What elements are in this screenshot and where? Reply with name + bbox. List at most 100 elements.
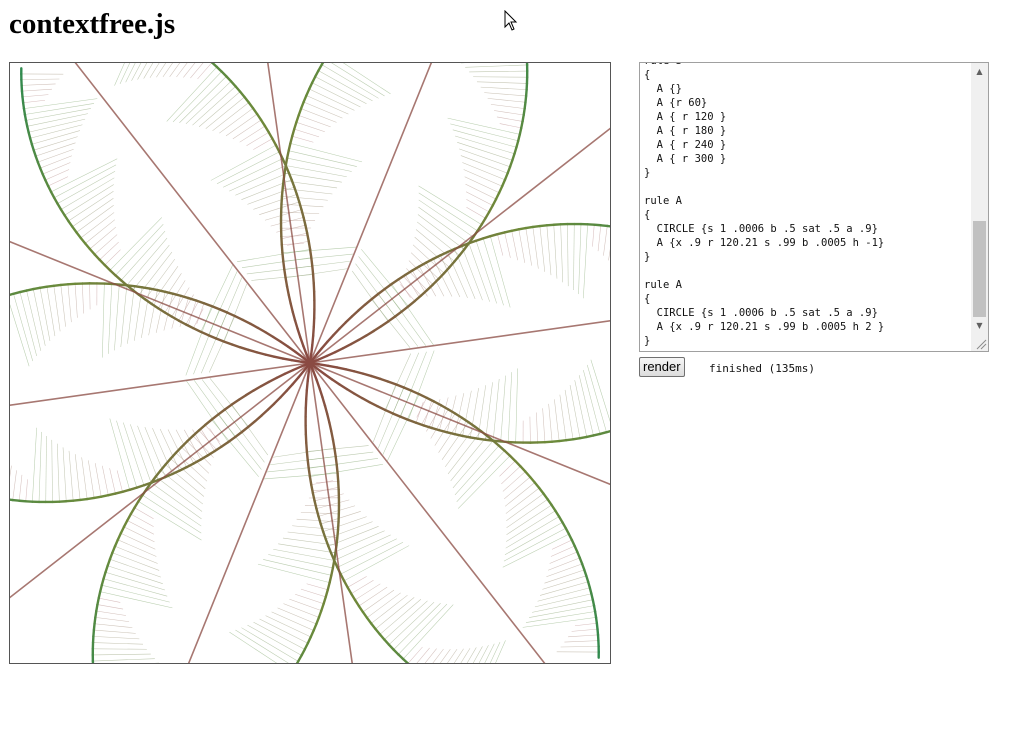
hatch-line — [192, 86, 236, 126]
arc-segment — [103, 263, 112, 272]
hatch-line — [343, 63, 391, 95]
arc-segment — [252, 384, 263, 392]
vertical-scrollbar[interactable]: ▲ ▼ — [971, 63, 988, 351]
arc-segment — [496, 231, 506, 236]
hatch-line — [273, 549, 335, 561]
arc-segment — [279, 389, 288, 399]
hatch-line — [268, 554, 333, 569]
hatch-line — [216, 151, 280, 184]
hatch-line — [25, 108, 91, 121]
arc-segment — [305, 379, 309, 392]
hatch-line — [434, 413, 456, 446]
hatch-line — [251, 274, 314, 281]
scroll-up-arrow-icon[interactable]: ▲ — [976, 67, 983, 76]
arc-segment — [344, 315, 354, 324]
arc-segment — [237, 393, 248, 401]
hatch-line — [408, 260, 434, 285]
hatch-line — [304, 505, 339, 507]
hatch-line — [76, 205, 114, 233]
hatch-line — [549, 551, 578, 564]
arc-segment — [279, 340, 290, 348]
scrollbar-thumb[interactable] — [973, 221, 986, 317]
hatch-line — [583, 224, 588, 299]
arc-segment — [295, 114, 300, 124]
hatch-line — [426, 262, 445, 297]
arc-segment — [273, 396, 282, 405]
hatch-line — [176, 63, 188, 78]
hatch-line — [235, 629, 289, 663]
arc-segment — [353, 598, 361, 608]
arc-segment — [491, 439, 502, 443]
arc-segment — [280, 243, 284, 255]
hatch-line — [181, 446, 210, 474]
hatch-line — [107, 283, 113, 354]
arc-segment — [323, 404, 329, 416]
hatch-line — [187, 300, 197, 326]
arc-stroke-layer — [10, 63, 610, 663]
arc-segment — [497, 444, 506, 452]
arc-segment — [247, 348, 259, 354]
arc-segment — [370, 374, 381, 380]
arc-segment — [461, 434, 472, 439]
arc-segment — [187, 296, 198, 302]
arc-segment — [271, 335, 282, 343]
code-textarea[interactable]: rule S { A {} A {r 60} A { r 120 } A { r… — [640, 63, 970, 351]
hatch-line — [592, 224, 595, 247]
arc-segment — [284, 276, 289, 288]
hatch-line — [95, 617, 130, 622]
hatch-line — [54, 164, 117, 199]
scroll-down-arrow-icon[interactable]: ▼ — [976, 321, 983, 330]
hatch-line — [205, 96, 245, 129]
hatch-line — [452, 129, 517, 148]
hatched-wash-layer — [10, 63, 610, 663]
arc-segment — [376, 405, 387, 412]
arc-segment — [440, 404, 450, 411]
arc-segment — [192, 458, 202, 465]
hatch-line — [229, 631, 277, 663]
arc-segment — [378, 377, 390, 383]
hatch-line — [134, 507, 154, 520]
arc-segment — [393, 310, 404, 318]
arc-segment — [197, 423, 207, 432]
hatch-line — [96, 610, 127, 616]
arc-segment — [323, 372, 334, 381]
hatch-line — [495, 640, 506, 663]
hatch-line — [37, 148, 74, 163]
hatch-line — [312, 82, 361, 108]
hatch-line — [21, 88, 52, 92]
hatch-line — [30, 124, 83, 139]
hatch-line — [466, 199, 490, 213]
arc-segment — [439, 250, 449, 257]
hatch-line — [539, 226, 546, 272]
hatch-line — [554, 399, 560, 442]
hatch-line — [462, 162, 506, 181]
hatch-line — [597, 225, 602, 252]
arc-segment — [259, 118, 267, 128]
hatch-line — [522, 617, 597, 628]
arc-segment — [293, 121, 298, 131]
hatch-line — [94, 623, 133, 628]
hatch-line — [68, 450, 74, 501]
arc-segment — [321, 395, 327, 407]
hatch-line — [53, 285, 61, 332]
resize-grip-icon[interactable] — [971, 334, 988, 351]
hatch-line — [114, 284, 120, 351]
hatch-line — [316, 499, 350, 509]
arc-segment — [487, 204, 494, 214]
code-editor[interactable]: rule S { A {} A {r 60} A { r 120 } A { r… — [639, 62, 989, 352]
arc-segment — [321, 530, 327, 541]
hatch-line — [223, 158, 283, 188]
arc-segment — [281, 357, 294, 362]
render-canvas[interactable] — [9, 62, 611, 664]
arc-segment — [259, 380, 271, 388]
arc-segment — [419, 288, 429, 297]
arc-segment — [332, 327, 341, 337]
hatch-line — [185, 81, 232, 125]
hatch-line — [155, 291, 166, 333]
arc-segment — [460, 416, 470, 424]
hatch-line — [309, 88, 355, 111]
hatch-line — [501, 466, 521, 485]
hatch-line — [109, 217, 163, 271]
render-button[interactable]: render — [639, 357, 685, 377]
arc-segment — [330, 552, 336, 562]
